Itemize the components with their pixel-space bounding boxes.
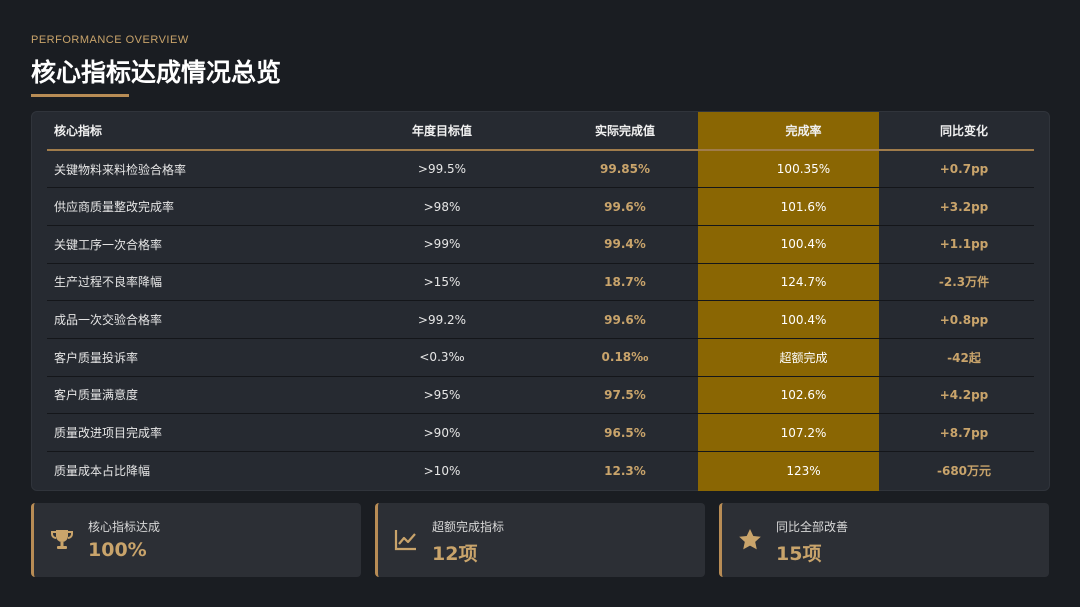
actual-cell: 99.6% [537,300,713,339]
star-icon [737,527,763,553]
stat-label: 超额完成指标 [432,520,505,534]
table-row: 生产过程不良率降幅 >15% 18.7% 124.7% -2.3万件 [47,263,1034,302]
target-cell: <0.3‰ [347,338,537,377]
stat-card-improved: 同比全部改善 15项 [719,503,1049,577]
table-row: 质量改进项目完成率 >90% 96.5% 107.2% +8.7pp [47,413,1034,452]
indicator-cell: 关键物料来料检验合格率 [47,150,347,189]
stat-value: 100% [88,539,147,561]
stat-label: 同比全部改善 [776,520,849,534]
line-chart-icon [393,527,419,553]
target-cell: >10% [423,463,461,478]
table-row: 供应商质量整改完成率 >98% 99.6% 101.6% +3.2pp [47,187,1034,226]
indicator-cell: 客户质量投诉率 [47,338,347,377]
indicator-cell: 客户质量满意度 [47,376,347,415]
table-header-row: 核心指标 年度目标值 实际完成值 完成率 同比变化 [47,112,1034,151]
target-cell: >95% [347,376,537,415]
page-eyebrow: PERFORMANCE OVERVIEW [31,34,189,46]
change-cell: +0.7pp [894,150,1034,189]
change-cell: +0.8pp [894,300,1034,339]
actual-cell: 97.5% [537,376,713,415]
page-title: 核心指标达成情况总览 [31,58,282,87]
rate-cell: 123% [786,463,821,478]
table-row: 质量成本占比降幅 >10% 12.3% 123% -680万元 [47,452,1034,490]
target-cell: >99% [347,225,537,264]
table-row: 客户质量满意度 >95% 97.5% 102.6% +4.2pp [47,376,1034,415]
rate-cell: 101.6% [713,187,894,226]
change-cell: -2.3万件 [894,263,1034,302]
stat-label: 核心指标达成 [88,520,161,534]
trophy-icon [49,527,75,553]
indicator-cell: 质量成本占比降幅 [54,464,151,479]
table-row: 关键物料来料检验合格率 >99.5% 99.85% 100.35% +0.7pp [47,150,1034,189]
actual-cell: 99.6% [537,187,713,226]
column-header-actual: 实际完成值 [537,112,713,151]
actual-cell: 18.7% [537,263,713,302]
rate-cell: 100.4% [713,300,894,339]
rate-cell: 102.6% [713,376,894,415]
actual-cell: 96.5% [537,413,713,452]
indicator-cell: 关键工序一次合格率 [47,225,347,264]
target-cell: >15% [347,263,537,302]
stat-card-exceeded: 超额完成指标 12项 [375,503,705,577]
column-header-rate: 完成率 [713,112,894,151]
column-header-change: 同比变化 [894,112,1034,151]
rate-cell: 100.35% [713,150,894,189]
target-cell: >98% [347,187,537,226]
column-header-indicator: 核心指标 [47,112,347,151]
change-cell: +8.7pp [894,413,1034,452]
actual-cell: 12.3% [604,463,646,478]
change-cell: -680万元 [936,464,992,479]
rate-cell: 107.2% [713,413,894,452]
actual-cell: 0.18‰ [537,338,713,377]
change-cell: +1.1pp [894,225,1034,264]
column-header-target: 年度目标值 [347,112,537,151]
table-row: 关键工序一次合格率 >99% 99.4% 100.4% +1.1pp [47,225,1034,264]
target-cell: >99.2% [347,300,537,339]
title-underline [31,94,129,97]
table-row: 成品一次交验合格率 >99.2% 99.6% 100.4% +0.8pp [47,300,1034,339]
change-cell: +4.2pp [894,376,1034,415]
indicator-cell: 生产过程不良率降幅 [47,263,347,302]
indicator-cell: 成品一次交验合格率 [47,300,347,339]
actual-cell: 99.4% [537,225,713,264]
change-cell: +3.2pp [894,187,1034,226]
stat-value: 12项 [432,543,478,565]
actual-cell: 99.85% [537,150,713,189]
stat-value: 15项 [776,543,822,565]
indicator-cell: 质量改进项目完成率 [47,413,347,452]
table-row: 客户质量投诉率 <0.3‰ 0.18‰ 超额完成 -42起 [47,338,1034,377]
target-cell: >99.5% [347,150,537,189]
stat-card-core-achieved: 核心指标达成 100% [31,503,361,577]
kpi-table-card: 核心指标 年度目标值 实际完成值 完成率 同比变化 关键物料来料检验合格率 >9… [31,111,1050,491]
kpi-table: 核心指标 年度目标值 实际完成值 完成率 同比变化 关键物料来料检验合格率 >9… [47,112,1034,489]
indicator-cell: 供应商质量整改完成率 [47,187,347,226]
rate-cell: 超额完成 [713,338,894,377]
rate-cell: 100.4% [713,225,894,264]
rate-cell: 124.7% [713,263,894,302]
change-cell: -42起 [894,338,1034,377]
target-cell: >90% [347,413,537,452]
